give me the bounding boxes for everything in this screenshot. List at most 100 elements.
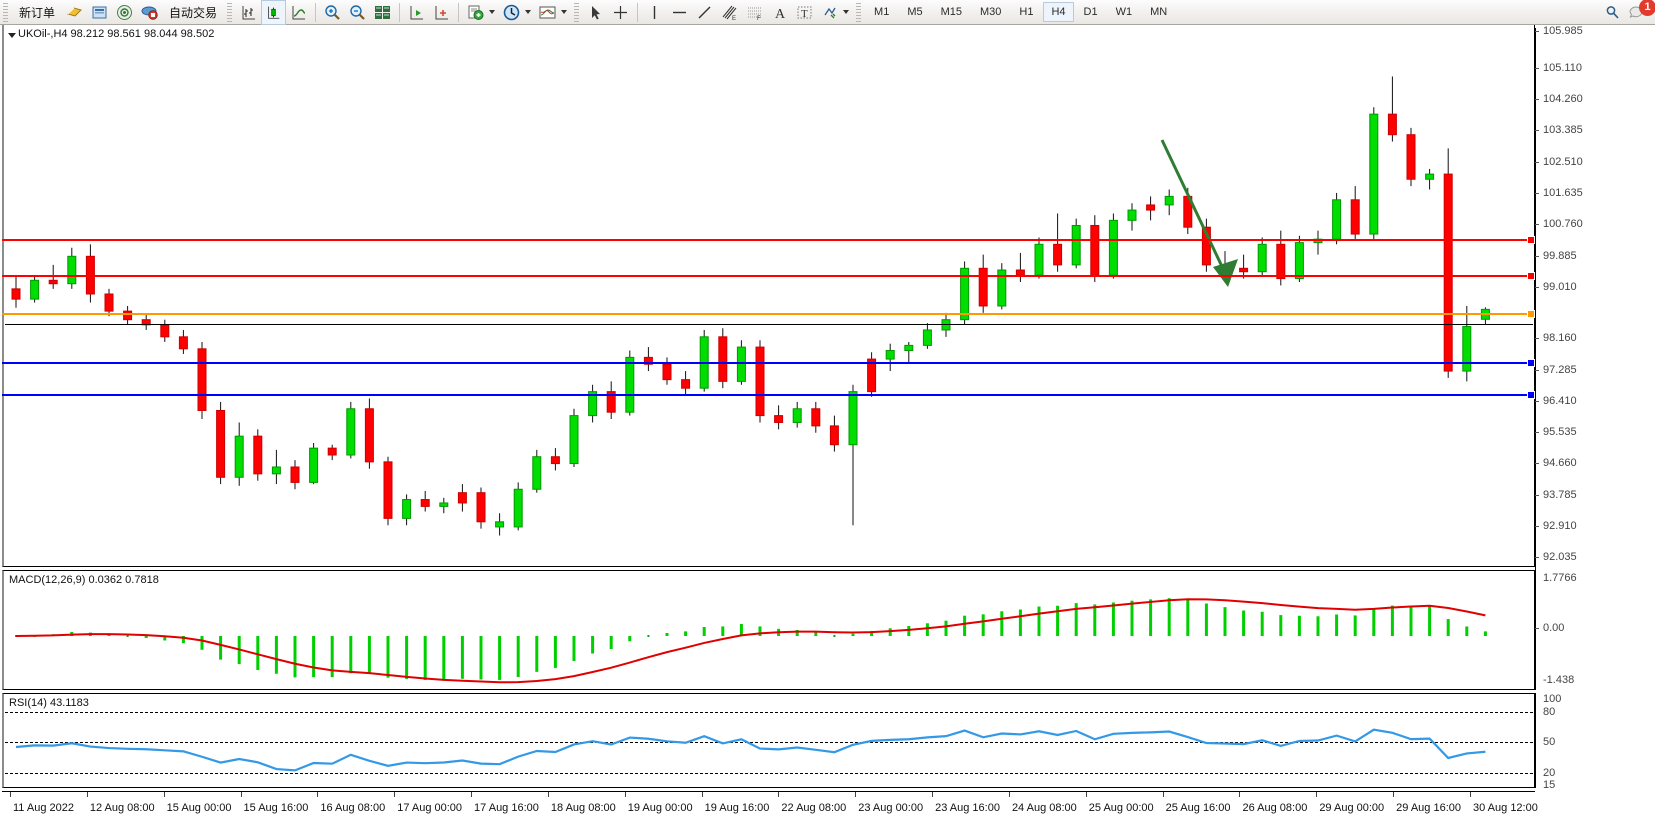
candlestick-icon[interactable] [261, 0, 287, 25]
line-chart-icon[interactable] [286, 1, 311, 24]
autotrading-icon[interactable] [137, 1, 162, 24]
current-price-line [5, 324, 1533, 325]
time-tick [86, 792, 88, 797]
timeframe-h4[interactable]: H4 [1043, 2, 1074, 22]
objects-caret-icon[interactable] [843, 10, 850, 14]
macd-panel[interactable]: MACD(12,26,9) 0.0362 0.7818 [2, 570, 1535, 690]
zoom-in-icon[interactable] [320, 1, 345, 24]
resistance-line-2-handle[interactable] [1527, 272, 1535, 280]
tile-windows-icon[interactable] [370, 1, 395, 24]
cursor-icon[interactable] [583, 1, 608, 24]
search-icon[interactable] [1600, 1, 1625, 24]
timeframe-w1[interactable]: W1 [1115, 6, 1133, 18]
time-tick-label: 15 Aug 00:00 [166, 802, 232, 814]
time-tick [163, 792, 165, 797]
rsi-panel[interactable]: RSI(14) 43.1183 [2, 693, 1535, 788]
fibonacci-icon[interactable]: F [742, 1, 767, 24]
time-tick-label: 15 Aug 16:00 [243, 802, 309, 814]
text-icon[interactable]: A [767, 1, 792, 24]
period-icon[interactable] [499, 1, 524, 24]
book-icon[interactable] [87, 1, 112, 24]
add-indicator-caret-icon[interactable] [489, 10, 496, 14]
time-tick [547, 792, 549, 797]
time-tick [240, 792, 242, 797]
timeframe-m1[interactable]: M1 [874, 6, 890, 18]
alerts-icon[interactable]: 1 [1625, 0, 1655, 24]
time-tick [394, 792, 396, 797]
toolbar-separator-3 [458, 2, 460, 22]
toolbar-grip[interactable] [3, 2, 8, 22]
new-order-button[interactable]: 新订单 [12, 1, 62, 24]
toolbar-grip-2[interactable] [227, 2, 233, 22]
vline-icon[interactable] [642, 1, 667, 24]
signal-icon[interactable] [112, 1, 137, 24]
zoom-out-icon[interactable] [345, 1, 370, 24]
time-tick [778, 792, 780, 797]
autotrading-button[interactable]: 自动交易 [162, 1, 224, 24]
trendline-icon[interactable] [692, 1, 717, 24]
toolbar-grip-3[interactable] [574, 2, 580, 22]
timeframe-d1[interactable]: D1 [1083, 6, 1098, 18]
shift-end-icon[interactable] [404, 1, 429, 24]
toolbar-separator-1 [315, 2, 317, 22]
price-axis[interactable]: 105.985 105.110 104.260 103.385 102.510 … [1535, 25, 1655, 570]
add-indicator-icon[interactable] [463, 1, 488, 24]
templates-icon[interactable] [535, 1, 560, 24]
time-tick-label: 25 Aug 16:00 [1165, 802, 1231, 814]
time-tick-label: 11 Aug 2022 [13, 802, 74, 814]
time-tick [624, 792, 626, 797]
macd-label: MACD(12,26,9) 0.0362 0.7818 [9, 574, 159, 586]
time-tick-label: 12 Aug 08:00 [89, 802, 155, 814]
auto-scroll-icon[interactable] [429, 1, 454, 24]
projection-arrow[interactable] [4, 25, 1535, 565]
time-tick [1239, 792, 1241, 797]
time-tick [1008, 792, 1010, 797]
time-tick-label: 22 Aug 08:00 [781, 802, 847, 814]
time-tick-label: 24 Aug 08:00 [1011, 802, 1077, 814]
time-tick [701, 792, 703, 797]
time-tick-label: 23 Aug 00:00 [858, 802, 924, 814]
hline-icon[interactable] [667, 1, 692, 24]
price-panel[interactable]: UKOil-,H4 98.212 98.561 98.044 98.502 [2, 25, 1535, 567]
resistance-line-2[interactable] [2, 275, 1534, 277]
toolbar-grip-4[interactable] [856, 2, 862, 22]
macd-axis[interactable]: 1.7766 0.00 -1.438 [1535, 570, 1655, 692]
period-caret-icon[interactable] [525, 10, 532, 14]
resistance-line-1-handle[interactable] [1527, 236, 1535, 244]
time-tick-label: 29 Aug 00:00 [1319, 802, 1385, 814]
resistance-line-1[interactable] [2, 239, 1534, 241]
time-tick-label: 25 Aug 00:00 [1088, 802, 1154, 814]
templates-caret-icon[interactable] [561, 10, 568, 14]
time-tick [1316, 792, 1318, 797]
rsi-level-20 [5, 773, 1533, 774]
support-line-2-handle[interactable] [1527, 391, 1535, 399]
timeframe-mn[interactable]: MN [1150, 6, 1168, 18]
support-line-1[interactable] [2, 362, 1534, 364]
crosshair-icon[interactable] [608, 1, 633, 24]
pivot-line[interactable] [2, 313, 1534, 315]
bar-chart-icon[interactable] [236, 1, 261, 24]
chart-canvas[interactable]: UKOil-,H4 98.212 98.561 98.044 98.502 10… [0, 25, 1655, 820]
svg-text:A: A [775, 7, 786, 22]
chart-dropdown-icon[interactable] [8, 33, 16, 38]
time-tick-label: 17 Aug 00:00 [397, 802, 463, 814]
time-axis[interactable]: 11 Aug 2022 12 Aug 08:00 15 Aug 00:00 15 Au… [2, 791, 1538, 820]
support-line-2[interactable] [2, 394, 1534, 396]
rsi-level-80 [5, 712, 1533, 713]
time-tick [317, 792, 319, 797]
time-tick-label: 26 Aug 08:00 [1242, 802, 1308, 814]
pivot-line-handle[interactable] [1527, 310, 1535, 318]
equidistant-channel-icon[interactable]: E [717, 1, 742, 24]
rsi-axis[interactable]: 100 80 50 20 15 [1535, 693, 1655, 791]
timeframe-m15[interactable]: M15 [940, 6, 962, 18]
timeframe-m30[interactable]: M30 [980, 6, 1002, 18]
support-line-1-handle[interactable] [1527, 359, 1535, 367]
text-label-icon[interactable]: T [792, 1, 817, 24]
timeframe-h1[interactable]: H1 [1019, 6, 1034, 18]
objects-icon[interactable] [817, 1, 842, 24]
timeframe-m5[interactable]: M5 [907, 6, 923, 18]
new-order-icon[interactable] [62, 1, 87, 24]
toolbar-separator-2 [399, 2, 401, 22]
time-tick-label: 30 Aug 12:00 [1473, 802, 1538, 814]
rsi-level-50 [5, 742, 1533, 743]
